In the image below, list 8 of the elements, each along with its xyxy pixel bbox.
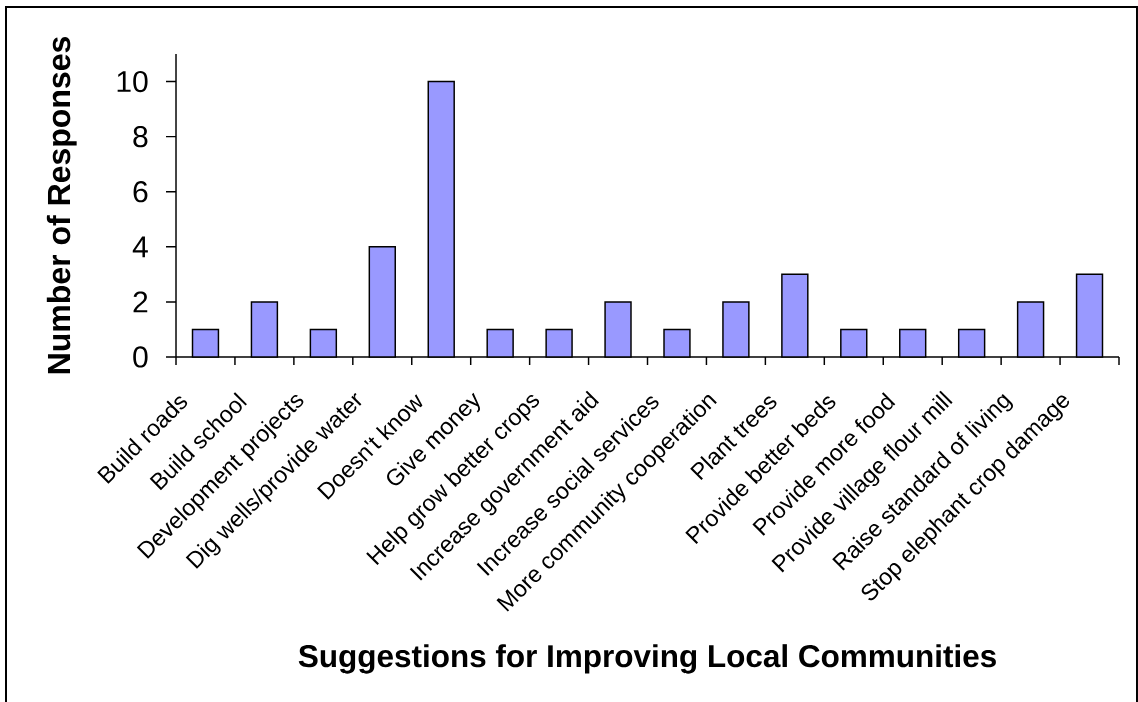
- x-axis-title: Suggestions for Improving Local Communities: [298, 644, 996, 674]
- y-tick-label: 2: [133, 291, 148, 313]
- y-tick-label: 8: [133, 126, 148, 148]
- y-tick-label: 10: [117, 70, 148, 93]
- y-tick-label: 4: [132, 236, 148, 258]
- y-axis-title: Number of Responses: [46, 37, 77, 374]
- y-tick-label: 6: [133, 181, 148, 203]
- y-tick-label: 0: [133, 346, 148, 368]
